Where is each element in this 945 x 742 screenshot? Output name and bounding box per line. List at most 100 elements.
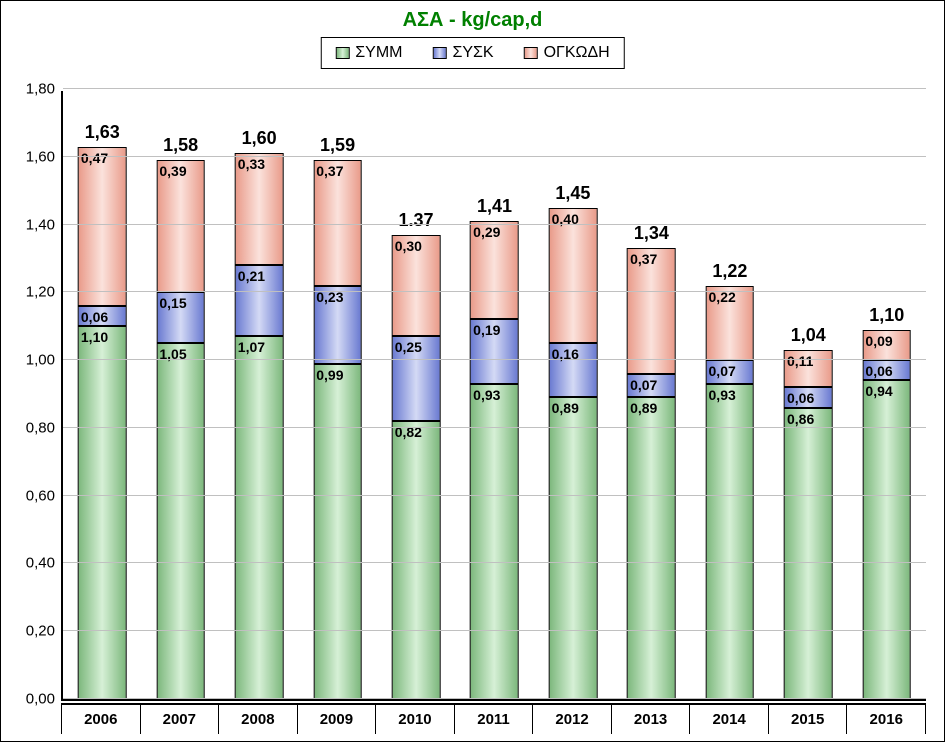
bar-slot: 0,93 0,19 0,29 1,41: [455, 91, 533, 699]
segment-label-ogk: 0,29: [473, 224, 500, 240]
y-tick-label: 0,20: [26, 623, 63, 640]
total-label: 1,63: [85, 122, 120, 143]
x-tick-label: 2014: [690, 705, 769, 734]
segment-ogk: 0,39: [156, 160, 205, 292]
y-tick-label: 1,40: [26, 216, 63, 233]
segment-sysk: 0,25: [392, 336, 441, 421]
legend-item-ogk: ΟΓΚΩΔΗ: [524, 44, 610, 62]
legend-swatch-symm: [335, 47, 349, 59]
bar-stack: 0,890,070,371,34: [627, 248, 676, 699]
x-tick-label: 2013: [612, 705, 691, 734]
legend-item-symm: ΣΥΜΜ: [335, 44, 402, 62]
segment-label-symm: 0,94: [865, 383, 892, 399]
segment-symm: 0,99: [313, 364, 362, 700]
chart-container: ΑΣΑ - kg/cap,d ΣΥΜΜ ΣΥΣΚ ΟΓΚΩΔΗ 1,10 0,06…: [0, 0, 945, 742]
segment-symm: 0,89: [627, 397, 676, 699]
total-label: 1,45: [555, 183, 590, 204]
segment-sysk: 0,23: [313, 286, 362, 364]
segment-label-symm: 0,93: [709, 387, 736, 403]
y-tick-label: 1,20: [26, 284, 63, 301]
segment-label-symm: 0,93: [473, 387, 500, 403]
segment-label-sysk: 0,21: [238, 268, 265, 284]
gridline: [63, 562, 926, 563]
segment-label-sysk: 0,06: [787, 390, 814, 406]
total-label: 1.37: [399, 210, 434, 231]
segment-sysk: 0,21: [235, 265, 284, 336]
segment-label-ogk: 0,11: [787, 353, 813, 369]
legend-label-ogk: ΟΓΚΩΔΗ: [544, 44, 610, 62]
legend-label-sysk: ΣΥΣΚ: [452, 44, 493, 62]
total-label: 1,04: [791, 325, 826, 346]
total-label: 1,58: [163, 135, 198, 156]
legend-label-symm: ΣΥΜΜ: [355, 44, 402, 62]
plot-area: 1,10 0,06 0,47 1,63 1,05 0,15 0,39 1,58 1,07 0,21…: [61, 91, 926, 701]
y-tick-label: 0,60: [26, 487, 63, 504]
bar-slot: 1,05 0,15 0,39 1,58: [141, 91, 219, 699]
segment-ogk: 0,11: [784, 350, 833, 387]
segment-label-symm: 1,10: [81, 329, 108, 345]
segment-symm: 1,05: [156, 343, 205, 699]
segment-sysk: 0,06: [862, 360, 911, 380]
segment-ogk: 0,09: [862, 330, 911, 361]
segment-ogk: 0,30: [392, 235, 441, 337]
bar-stack: 1,050,150,391,58: [156, 160, 205, 699]
y-tick-label: 0,40: [26, 555, 63, 572]
segment-symm: 0,86: [784, 408, 833, 699]
total-label: 1,59: [320, 135, 355, 156]
segment-ogk: 0,29: [470, 221, 519, 319]
gridline: [63, 427, 926, 428]
segment-symm: 0,82: [392, 421, 441, 699]
bar-slot: 0,890,070,371,34: [612, 91, 690, 699]
gridline: [63, 156, 926, 157]
segment-label-ogk: 0,37: [630, 251, 657, 267]
x-tick-label: 2012: [533, 705, 612, 734]
segment-label-sysk: 0,07: [709, 363, 736, 379]
bar-slot: 1,07 0,21 0,33 1,60: [220, 91, 298, 699]
gridline: [63, 359, 926, 360]
segment-ogk: 0,47: [78, 147, 127, 306]
segment-label-ogk: 0,39: [159, 163, 186, 179]
legend-swatch-sysk: [432, 47, 446, 59]
segment-label-sysk: 0,06: [81, 309, 108, 325]
bars-row: 1,10 0,06 0,47 1,63 1,05 0,15 0,39 1,58 1,07 0,21…: [63, 91, 926, 699]
gridline: [63, 224, 926, 225]
chart-title: ΑΣΑ - kg/cap,d: [1, 9, 944, 32]
gridline: [63, 698, 926, 699]
segment-label-ogk: 0,37: [316, 163, 343, 179]
segment-label-ogk: 0,33: [238, 156, 265, 172]
bar-stack: 1,100,060,471,63: [78, 147, 127, 699]
x-tick-label: 2009: [298, 705, 377, 734]
y-tick-label: 1,60: [26, 148, 63, 165]
segment-label-symm: 1,07: [238, 339, 265, 355]
legend: ΣΥΜΜ ΣΥΣΚ ΟΓΚΩΔΗ: [320, 37, 624, 69]
x-tick-label: 2015: [769, 705, 848, 734]
segment-sysk: 0,15: [156, 292, 205, 343]
segment-ogk: 0,40: [549, 208, 598, 344]
segment-symm: 0,93: [706, 384, 755, 699]
segment-ogk: 0,33: [235, 153, 284, 265]
segment-symm: 0,93: [470, 384, 519, 699]
segment-label-sysk: 0,15: [159, 295, 186, 311]
y-tick-label: 0,00: [26, 691, 63, 708]
total-label: 1,10: [869, 305, 904, 326]
legend-item-sysk: ΣΥΣΚ: [432, 44, 493, 62]
segment-label-symm: 0,89: [630, 400, 657, 416]
gridline: [63, 88, 926, 89]
segment-symm: 1,10: [78, 326, 127, 699]
bar-stack: 0,860,060,111,04: [784, 350, 833, 699]
bar-slot: 0,99 0,23 0,37 1,59: [298, 91, 376, 699]
segment-sysk: 0,07: [706, 360, 755, 384]
x-tick-label: 2011: [455, 705, 534, 734]
segment-label-sysk: 0,19: [473, 322, 500, 338]
segment-label-symm: 0,99: [316, 367, 343, 383]
total-label: 1,60: [242, 128, 277, 149]
total-label: 1,41: [477, 196, 512, 217]
segment-sysk: 0,06: [78, 306, 127, 326]
bar-stack: 0,990,230,371,59: [313, 160, 362, 699]
bar-slot: 1,10 0,06 0,47 1,63: [63, 91, 141, 699]
bar-slot: 0,86 0,06 0,11 1,04: [769, 91, 847, 699]
segment-symm: 0,94: [862, 380, 911, 699]
x-tick-label: 2008: [219, 705, 298, 734]
segment-ogk: 0,37: [627, 248, 676, 373]
x-tick-label: 2016: [847, 705, 926, 734]
